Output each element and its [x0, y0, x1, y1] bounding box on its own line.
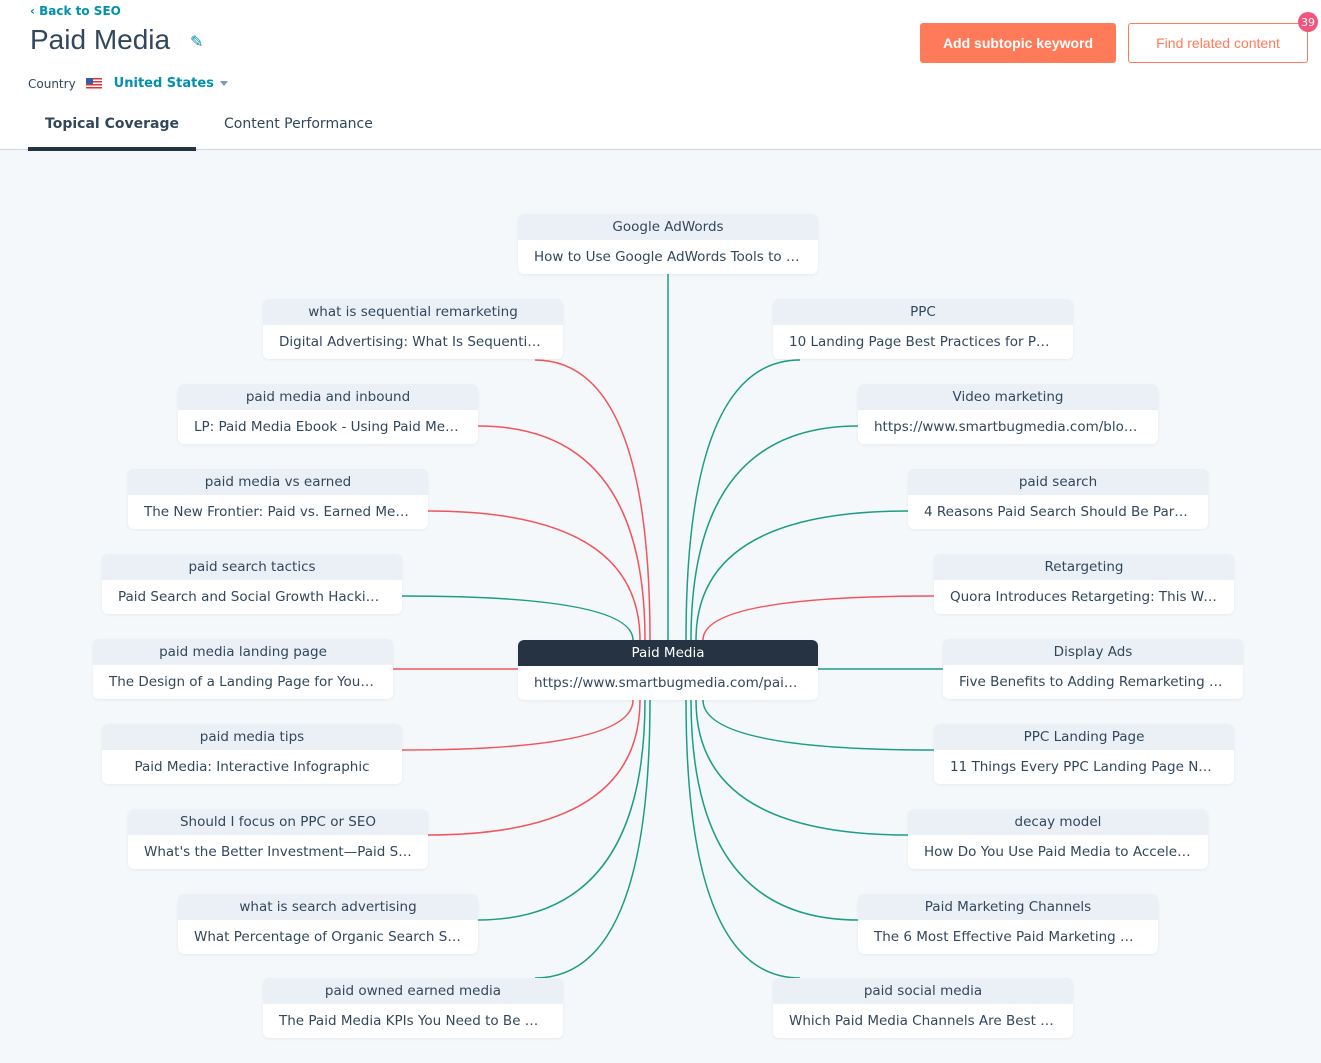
- node-keyword: Paid Marketing Channels: [858, 894, 1158, 920]
- connector-line: [685, 699, 801, 979]
- node-title: Quora Introduces Retargeting: This We…: [950, 589, 1226, 605]
- country-selector: Country United States: [28, 76, 228, 91]
- center-topic-node[interactable]: Paid Media https://www.smartbugmedia.com/…: [518, 640, 818, 700]
- node-title: Paid Media: Interactive Infographic: [134, 759, 370, 775]
- connector-line: [702, 699, 935, 751]
- subtopic-node[interactable]: paid search tactics Paid Search and Socia…: [102, 554, 402, 614]
- node-title: https://www.smartbugmedia.com/blog…: [874, 419, 1146, 435]
- tab-topical-coverage[interactable]: Topical Coverage: [28, 116, 196, 151]
- connector-line: [477, 699, 646, 921]
- connector-line: [685, 359, 801, 641]
- connector-line: [702, 595, 935, 641]
- node-keyword: paid owned earned media: [263, 978, 563, 1004]
- connector-line: [690, 425, 859, 641]
- node-keyword: paid social media: [773, 978, 1073, 1004]
- connector-line: [477, 425, 646, 641]
- node-title: Which Paid Media Channels Are Best fo…: [789, 1013, 1067, 1029]
- us-flag-icon: [85, 78, 102, 89]
- subtopic-node[interactable]: paid search 4 Reasons Paid Search Should …: [908, 469, 1208, 529]
- node-title: Five Benefits to Adding Remarketing to …: [959, 674, 1241, 690]
- subtopic-node[interactable]: PPC Landing Page 11 Things Every PPC Land…: [934, 724, 1234, 784]
- node-title: The Design of a Landing Page for Your …: [109, 674, 384, 690]
- notification-badge: 39: [1298, 12, 1318, 32]
- caret-down-icon[interactable]: [219, 81, 228, 90]
- node-title: How to Use Google AdWords Tools to R…: [534, 249, 809, 265]
- node-keyword: paid search tactics: [102, 554, 402, 580]
- node-keyword: paid media landing page: [93, 639, 393, 665]
- node-keyword: what is sequential remarketing: [263, 299, 563, 325]
- back-link[interactable]: ‹ Back to SEO: [30, 4, 121, 18]
- node-keyword: PPC Landing Page: [934, 724, 1234, 750]
- node-title: How Do You Use Paid Media to Acceler…: [924, 844, 1197, 860]
- node-keyword: Video marketing: [858, 384, 1158, 410]
- node-title: What Percentage of Organic Search Sh…: [194, 929, 470, 945]
- subtopic-node[interactable]: paid media vs earned The New Frontier: Pa…: [128, 469, 428, 529]
- connector-line: [401, 595, 634, 641]
- subtopic-node[interactable]: decay model How Do You Use Paid Media to …: [908, 809, 1208, 869]
- node-title: 4 Reasons Paid Search Should Be Part o…: [924, 504, 1206, 520]
- subtopic-node[interactable]: Display Ads Five Benefits to Adding Remar…: [943, 639, 1243, 699]
- node-title: Paid Search and Social Growth Hacking …: [118, 589, 401, 605]
- country-label: Country: [28, 76, 76, 91]
- subtopic-node[interactable]: Video marketing https://www.smartbugmedia…: [858, 384, 1158, 444]
- subtopic-node[interactable]: paid media and inbound LP: Paid Media Ebo…: [178, 384, 478, 444]
- node-title: The Paid Media KPIs You Need to Be M…: [279, 1013, 550, 1029]
- connector-line: [401, 699, 634, 751]
- node-title: What's the Better Investment—Paid Sear…: [144, 844, 428, 860]
- connector-line: [695, 699, 909, 836]
- subtopic-node[interactable]: what is search advertising What Percentag…: [178, 894, 478, 954]
- node-keyword: paid media vs earned: [128, 469, 428, 495]
- subtopic-node[interactable]: PPC 10 Landing Page Best Practices for PP…: [773, 299, 1073, 359]
- subtopic-node[interactable]: what is sequential remarketing Digital Ad…: [263, 299, 563, 359]
- node-keyword: paid search: [908, 469, 1208, 495]
- add-subtopic-keyword-button[interactable]: Add subtopic keyword: [920, 23, 1116, 63]
- node-title: The New Frontier: Paid vs. Earned Media: [144, 504, 416, 520]
- node-keyword: decay model: [908, 809, 1208, 835]
- node-keyword: Retargeting: [934, 554, 1234, 580]
- country-dropdown[interactable]: United States: [113, 76, 214, 91]
- chevron-left-icon: ‹: [30, 4, 40, 18]
- subtopic-node[interactable]: Should I focus on PPC or SEO What's the B…: [128, 809, 428, 869]
- find-related-content-button[interactable]: Find related content: [1128, 23, 1308, 63]
- subtopic-node[interactable]: paid owned earned media The Paid Media KP…: [263, 978, 563, 1038]
- node-keyword: what is search advertising: [178, 894, 478, 920]
- connector-line: [534, 359, 651, 641]
- node-keyword: Should I focus on PPC or SEO: [128, 809, 428, 835]
- node-keyword: paid media and inbound: [178, 384, 478, 410]
- node-keyword: Google AdWords: [518, 214, 818, 240]
- connector-line: [427, 699, 641, 836]
- tab-content-performance[interactable]: Content Performance: [224, 116, 373, 132]
- subtopic-node[interactable]: Retargeting Quora Introduces Retargeting:…: [934, 554, 1234, 614]
- node-title: https://www.smartbugmedia.com/paid-…: [534, 675, 811, 691]
- node-keyword: Display Ads: [943, 639, 1243, 665]
- node-title: Digital Advertising: What Is Sequential …: [279, 334, 558, 350]
- subtopic-node[interactable]: paid media tips Paid Media: Interactive I…: [102, 724, 402, 784]
- node-keyword: Paid Media: [518, 640, 818, 666]
- subtopic-node[interactable]: Paid Marketing Channels The 6 Most Effect…: [858, 894, 1158, 954]
- node-keyword: paid media tips: [102, 724, 402, 750]
- edit-pencil-icon[interactable]: ✎: [190, 32, 204, 51]
- connector-line: [534, 699, 651, 979]
- node-title: 11 Things Every PPC Landing Page Needs: [950, 759, 1231, 775]
- connector-line: [427, 510, 641, 641]
- page-title: Paid Media: [30, 24, 171, 55]
- subtopic-node[interactable]: paid media landing page The Design of a L…: [93, 639, 393, 699]
- page-header: ‹ Back to SEO Paid Media ✎ Country Unite…: [0, 0, 1321, 151]
- node-keyword: PPC: [773, 299, 1073, 325]
- node-title: The 6 Most Effective Paid Marketing Ch…: [874, 929, 1152, 945]
- subtopic-node[interactable]: Google AdWords How to Use Google AdWords …: [518, 214, 818, 274]
- subtopic-node[interactable]: paid social media Which Paid Media Channe…: [773, 978, 1073, 1038]
- connector-line: [690, 699, 859, 921]
- connector-line: [695, 510, 909, 641]
- node-title: LP: Paid Media Ebook - Using Paid Medi…: [194, 419, 471, 435]
- node-title: 10 Landing Page Best Practices for PPC …: [789, 334, 1072, 350]
